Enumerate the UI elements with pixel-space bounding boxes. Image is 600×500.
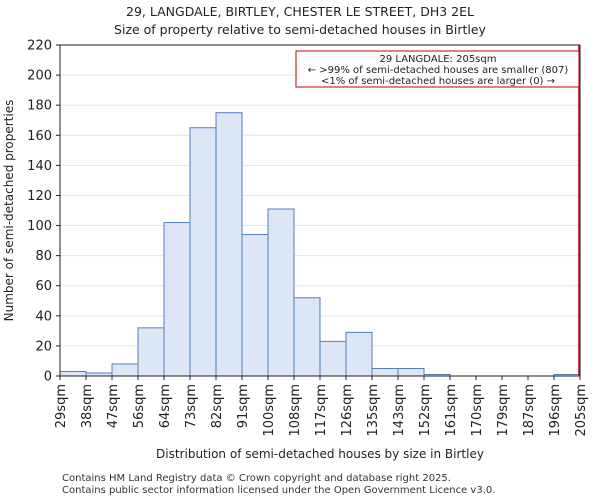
x-tick-label: 117sqm	[314, 384, 329, 437]
bar-64sqm	[163, 222, 191, 377]
annotation-box: 29 LANGDALE: 205sqm← >99% of semi-detach…	[295, 50, 580, 88]
y-tick-label: 0	[44, 370, 52, 385]
x-tick-label: 179sqm	[496, 384, 511, 437]
x-tick-label: 73sqm	[184, 384, 199, 428]
bar-117sqm	[319, 340, 347, 377]
x-tick-label: 91sqm	[236, 384, 251, 428]
x-tick-label: 38sqm	[80, 384, 95, 428]
chart-subtitle: Size of property relative to semi-detach…	[114, 22, 486, 37]
bar-143sqm	[397, 367, 425, 377]
y-tick-label: 60	[35, 279, 52, 294]
bar-126sqm	[345, 331, 373, 377]
y-tick-label: 100	[27, 219, 52, 234]
x-tick-label: 108sqm	[288, 384, 303, 437]
footer-copyright: Contains HM Land Registry data © Crown c…	[62, 473, 451, 484]
bar-135sqm	[371, 367, 399, 377]
x-tick-label: 82sqm	[210, 384, 225, 428]
y-tick-label: 200	[27, 69, 52, 84]
x-tick-label: 187sqm	[522, 384, 537, 437]
y-tick-label: 180	[27, 99, 52, 114]
y-tick-label: 160	[27, 129, 52, 144]
y-tick-label: 140	[27, 159, 52, 174]
x-tick-label: 161sqm	[444, 384, 459, 437]
annotation-line: <1% of semi-detached houses are larger (…	[321, 76, 555, 87]
annotation-line: ← >99% of semi-detached houses are small…	[308, 65, 569, 76]
x-tick-label: 56sqm	[132, 384, 147, 428]
footer-licence: Contains public sector information licen…	[62, 485, 496, 496]
y-ticks: 0 20 40 60 80 100 120 140 160 180 200 220	[27, 39, 60, 385]
bar-29sqm	[59, 370, 87, 377]
bars-group	[59, 112, 581, 377]
bar-56sqm	[137, 327, 165, 377]
y-tick-label: 20	[35, 339, 52, 354]
annotation-line: 29 LANGDALE: 205sqm	[380, 54, 497, 65]
x-ticks: 29sqm 38sqm 47sqm 56sqm 64sqm 73sqm 82sqm 91sqm…	[54, 376, 589, 437]
x-tick-label: 64sqm	[158, 384, 173, 428]
annotation-box-border	[295, 50, 580, 88]
bar-100sqm	[267, 208, 295, 377]
bar-47sqm	[111, 363, 139, 377]
chart-title: 29, LANGDALE, BIRTLEY, CHESTER LE STREET…	[126, 4, 474, 19]
bar-82sqm	[215, 112, 243, 377]
y-axis-label: Number of semi-detached properties	[2, 100, 16, 322]
x-tick-label: 196sqm	[548, 384, 563, 437]
bar-91sqm	[241, 234, 269, 377]
x-tick-label: 126sqm	[340, 384, 355, 437]
y-tick-label: 120	[27, 189, 52, 204]
x-tick-label: 205sqm	[574, 384, 589, 437]
y-tick-label: 40	[35, 309, 52, 324]
y-tick-label: 220	[27, 39, 52, 54]
x-tick-label: 143sqm	[392, 384, 407, 437]
x-tick-label: 152sqm	[418, 384, 433, 437]
x-tick-label: 29sqm	[54, 384, 69, 428]
x-axis-label: Distribution of semi-detached houses by …	[156, 447, 484, 461]
x-tick-label: 47sqm	[106, 384, 121, 428]
x-tick-label: 100sqm	[262, 384, 277, 437]
y-tick-label: 80	[35, 249, 52, 264]
bar-73sqm	[189, 127, 217, 377]
x-tick-label: 135sqm	[366, 384, 381, 437]
bar-108sqm	[293, 297, 321, 377]
x-tick-label: 170sqm	[470, 384, 485, 437]
